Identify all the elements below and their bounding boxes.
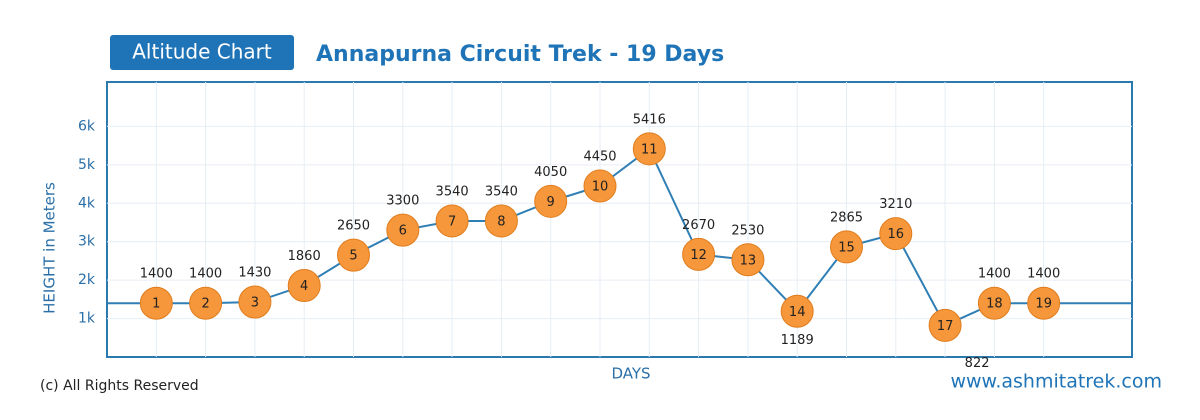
value-label: 3210 <box>879 197 912 212</box>
day-label: 14 <box>789 305 806 320</box>
day-label: 4 <box>300 279 308 294</box>
x-axis-title: DAYS <box>611 365 650 383</box>
value-label: 2530 <box>731 223 764 238</box>
y-tick-label: 1k <box>78 311 96 327</box>
value-label: 1400 <box>1027 267 1060 282</box>
value-label: 3540 <box>436 184 469 199</box>
point <box>830 230 863 264</box>
point <box>1027 286 1061 320</box>
value-label: 1189 <box>781 333 814 348</box>
y-tick-label: 4k <box>78 195 96 211</box>
day-label: 9 <box>547 195 555 210</box>
point <box>977 286 1011 320</box>
value-label: 2865 <box>830 210 863 225</box>
point <box>534 184 568 218</box>
value-label: 2650 <box>337 219 370 234</box>
day-label: 3 <box>251 296 259 311</box>
day-label: 10 <box>592 179 609 194</box>
point <box>780 294 814 328</box>
point <box>632 132 666 166</box>
value-label: 4450 <box>583 149 616 164</box>
day-label: 15 <box>838 240 855 255</box>
point <box>682 237 716 271</box>
day-label: 6 <box>399 224 407 239</box>
chart-title: Annapurna Circuit Trek - 19 Days <box>316 42 724 67</box>
day-label: 17 <box>937 319 954 334</box>
point <box>337 238 370 272</box>
day-label: 2 <box>201 297 209 312</box>
point <box>435 204 469 238</box>
day-label: 7 <box>448 214 456 229</box>
point <box>386 213 420 247</box>
value-label: 1860 <box>288 249 321 264</box>
y-tick-label: 3k <box>78 234 96 250</box>
point <box>238 285 272 319</box>
day-label: 19 <box>1035 297 1052 312</box>
day-label: 12 <box>690 248 707 263</box>
value-label: 2670 <box>682 218 715 233</box>
badge-label: Altitude Chart <box>132 40 272 64</box>
value-label: 1430 <box>238 266 271 281</box>
value-label: 3300 <box>386 194 419 209</box>
point <box>139 286 173 320</box>
y-axis-title: HEIGHT in Meters <box>41 182 59 314</box>
value-label: 3540 <box>485 184 518 199</box>
badge <box>110 35 294 70</box>
point <box>731 243 765 277</box>
day-label: 11 <box>641 142 658 157</box>
y-tick-label: 6k <box>78 118 96 134</box>
day-label: 5 <box>349 249 357 264</box>
value-label: 1400 <box>978 267 1011 282</box>
day-label: 8 <box>497 214 505 229</box>
point <box>189 286 223 320</box>
point <box>484 204 518 238</box>
value-label: 5416 <box>633 112 666 127</box>
point <box>287 269 321 303</box>
value-label: 1400 <box>189 267 222 282</box>
point <box>583 169 617 203</box>
day-label: 13 <box>740 253 757 268</box>
point <box>879 217 913 251</box>
value-label: 4050 <box>534 165 567 180</box>
y-tick-label: 2k <box>78 272 96 288</box>
y-tick-label: 5k <box>78 157 96 173</box>
point <box>928 308 962 342</box>
day-label: 18 <box>986 297 1003 312</box>
value-label: 1400 <box>140 267 173 282</box>
day-label: 1 <box>152 297 160 312</box>
website: www.ashmitatrek.com <box>950 371 1162 393</box>
value-label: 822 <box>965 356 990 371</box>
copyright: (c) All Rights Reserved <box>40 378 199 394</box>
day-label: 16 <box>888 227 905 242</box>
plot-frame <box>106 81 1133 358</box>
